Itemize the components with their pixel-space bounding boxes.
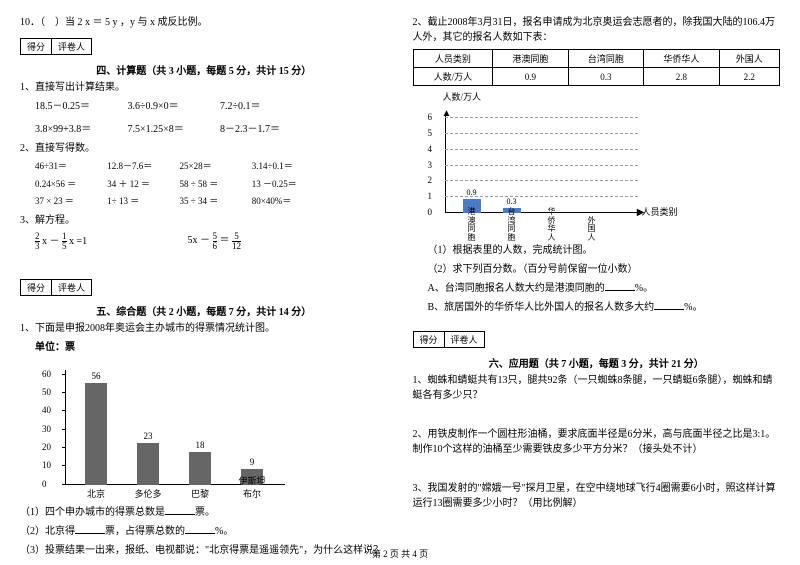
page-footer: 第 2 页 共 4 页 bbox=[0, 547, 800, 560]
s5r-q2: 2、截止2008年3月31日，报名申请成为北京奥运会志愿者的，除我国大陆的106… bbox=[413, 15, 781, 45]
grader-label: 评卷人 bbox=[52, 39, 91, 54]
score-box-6: 得分 评卷人 bbox=[413, 331, 485, 348]
s6-q1: 1、蜘蛛和蜻蜓共有13只，腿共92条（一只蜘蛛8条腿，一只蜻蜓6条腿），蜘蛛和蜻… bbox=[413, 373, 781, 403]
s4-q1: 1、直接写出计算结果。 bbox=[20, 80, 388, 95]
section6-title: 六、应用题（共 7 小题，每题 3 分，共计 21 分） bbox=[413, 355, 781, 370]
s6-q2: 2、用铁皮制作一个圆柱形油桶，要求底面半径是6分米，高与底面半径之比是3:1。制… bbox=[413, 427, 781, 457]
vote-chart: 010203040506056北京23多伦多18巴黎9伊斯坦布尔 bbox=[50, 360, 290, 500]
calc-row: 37 × 23 ＝ 1÷ 13 ＝ 35 ÷ 34 ＝ 80×40%＝ bbox=[20, 195, 388, 209]
chart2-xtitle: 人员类别 bbox=[641, 205, 677, 218]
table-row: 人员类别 港澳同胞 台湾同胞 华侨华人 外国人 bbox=[413, 50, 780, 68]
equations: 23 x － 15 x =1 5x － 56 ＝ 512 bbox=[20, 232, 388, 251]
s5r-subA: A、台湾同胞报名人数大约是港澳同胞的%。 bbox=[413, 281, 781, 296]
chart-unit: 单位：票 bbox=[20, 340, 388, 355]
score-box-5: 得分 评卷人 bbox=[20, 279, 92, 296]
s6-q3: 3、我国发射的"嫦娥一号"探月卫星，在空中绕地球飞行4圈需要6小时，照这样计算运… bbox=[413, 481, 781, 511]
section4-title: 四、计算题（共 3 小题，每题 5 分，共计 15 分） bbox=[20, 62, 388, 77]
chart2-ytitle: 人数/万人 bbox=[443, 90, 781, 103]
score-label: 得分 bbox=[21, 39, 52, 54]
s5-q1: 1、下面是申报2008年奥运会主办城市的得票情况统计图。 bbox=[20, 321, 388, 336]
q10-text: 10．（ ）当 2 x ＝ 5 y ，y 与 x 成反比例。 bbox=[20, 15, 388, 30]
calc-row: 0.24×56 ＝ 34 ＋ 12 ＝ 58 ÷ 58 ＝ 13 －0.25＝ bbox=[20, 178, 388, 192]
volunteer-table: 人员类别 港澳同胞 台湾同胞 华侨华人 外国人 人数/万人 0.9 0.3 2.… bbox=[413, 49, 781, 86]
s5-sub2: （2）北京得票，占得票总数的%。 bbox=[20, 524, 388, 539]
calc-row: 3.8×99+3.8＝ 7.5×1.25×8＝ 8－2.3－1.7＝ bbox=[20, 122, 388, 137]
s5r-subB: B、旅居国外的华侨华人比外国人的报名人数多大约%。 bbox=[413, 300, 781, 315]
calc-row: 46÷31＝ 12.8－7.6＝ 25×28＝ 3.14÷0.1＝ bbox=[20, 160, 388, 174]
calc-row: 18.5－0.25＝ 3.6÷0.9×0＝ 7.2÷0.1＝ bbox=[20, 99, 388, 114]
y-axis bbox=[65, 370, 66, 485]
s5r-sub2: （2）求下列百分数。（百分号前保留一位小数） bbox=[413, 262, 781, 277]
s4-q2: 2、直接写得数。 bbox=[20, 141, 388, 156]
section5-title: 五、综合题（共 2 小题，每题 7 分，共计 14 分） bbox=[20, 303, 388, 318]
s5-sub1: （1）四个申办城市的得票总数是票。 bbox=[20, 505, 388, 520]
y-axis bbox=[445, 113, 446, 213]
s4-q3: 3、解方程。 bbox=[20, 213, 388, 228]
s5r-sub1: （1）根据表里的人数，完成统计图。 bbox=[413, 243, 781, 258]
table-row: 人数/万人 0.9 0.3 2.8 2.2 bbox=[413, 68, 780, 86]
volunteer-chart: ▲ ▶ 人员类别 01234560.9港澳同胞0.3台湾同胞华侨华人外国人 bbox=[433, 108, 653, 238]
score-box-4: 得分 评卷人 bbox=[20, 38, 92, 55]
